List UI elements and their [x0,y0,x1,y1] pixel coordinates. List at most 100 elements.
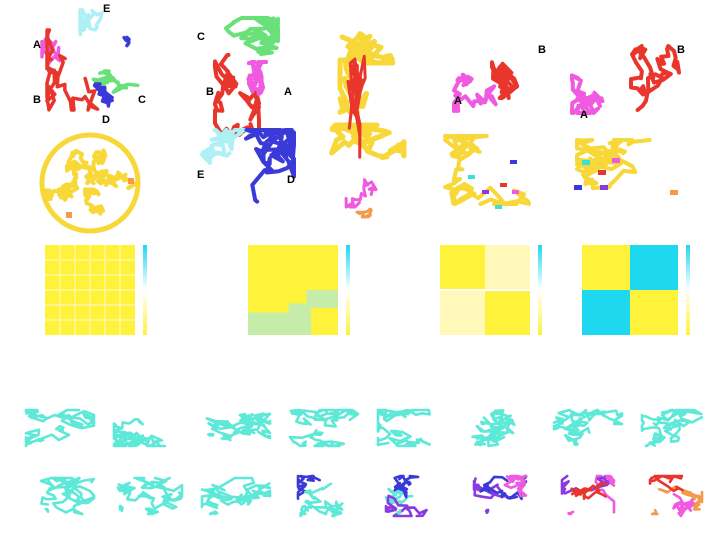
frame-tail [208,510,219,516]
frame-trace [660,408,704,443]
frame-tail [567,510,575,516]
heatmap-2 [248,245,350,335]
heatmap-block [630,245,678,290]
frame-trace [200,476,272,500]
frame-trace [672,493,695,518]
frame-tail [650,508,659,516]
chain-traces-4 [570,44,681,115]
frame-tail [37,437,45,443]
frame-trace [299,502,344,518]
domain-trace [443,134,531,206]
complex-panel-3: B A [452,44,546,113]
complex-panel-4-cartoon [574,138,678,195]
frame-trace [232,412,272,440]
residue-marker [582,160,590,165]
trajectory-frame [560,474,616,516]
residue-marker [670,190,678,195]
trajectory-frames [24,408,704,518]
correlation-heatmaps [45,245,690,335]
trajectory-frame [200,476,272,516]
column-bottom [329,122,407,160]
ring-subunit [64,148,96,173]
frame-trace [200,489,272,510]
terminus-marker [128,178,134,184]
frame-trace [580,408,624,426]
chain-label-d: D [102,114,110,126]
frame-tail [301,440,307,446]
frame-trace [648,474,684,493]
residue-marker [612,158,620,163]
heatmap-colorbar [143,245,147,335]
column-trace [329,31,407,219]
ring-core [72,165,105,186]
residue-marker [512,190,519,194]
residue-marker [574,185,582,190]
heatmap-colorbar [538,245,542,335]
heatmap-colorbar [346,245,350,335]
chain-e-trace [78,8,104,37]
trajectory-frame [648,474,704,518]
chain-traces-3 [452,60,520,113]
trajectory-frame [39,476,96,516]
trajectory-frame [116,476,184,516]
chain-label-c: C [138,94,146,106]
frame-trace [116,481,156,510]
chain-label-a: A [33,39,41,51]
frame-trace [384,494,428,518]
column-magenta [344,178,378,209]
frame-trace [640,413,666,448]
heatmap-4 [582,245,690,335]
frame-trace [314,408,360,428]
residue-marker [598,170,606,175]
domain-trace-3 [443,134,531,209]
chain-traces-2 [200,16,296,204]
frame-trace [55,408,96,428]
trajectory-frame [472,474,528,514]
trajectory-frame [471,409,516,448]
frame-trace [475,416,515,442]
residue-marker [495,205,502,209]
frame-tail [118,504,124,513]
chain-label-e: E [103,3,110,15]
chain-label-e: E [197,169,204,181]
frame-trace [288,428,345,448]
chain-label-b: B [538,44,546,56]
chain-label-c: C [197,31,205,43]
frame-trace [296,474,321,500]
complex-panel-1: A B C D E [33,3,146,126]
heatmap-1 [45,245,147,335]
frame-tail [305,504,313,512]
chain-c-trace [224,16,280,56]
frame-trace [133,476,178,516]
chain-label-b: B [206,86,214,98]
complex-panel-1-cartoon [39,132,141,234]
domain-b-trace [629,44,681,112]
frame-trace [205,412,266,436]
complex-panel-2-cartoon [329,31,407,219]
frame-tail [484,508,490,514]
frame-trace [388,429,431,448]
ring-outline [39,132,141,234]
trajectory-frame [376,408,431,448]
frame-trace [24,408,96,430]
frame-trace [304,482,339,515]
frame-tail [475,437,485,447]
frame-trace [39,476,81,506]
chain-label-a: A [454,95,462,107]
domain-b-trace [490,60,520,100]
trajectory-frame [384,474,428,518]
heatmap-3 [440,245,542,335]
chain-b-trace [45,28,100,112]
frame-trace [489,409,516,429]
frame-trace [593,474,616,514]
trajectory-frame [552,408,624,447]
frame-tail [118,435,123,445]
chain-d-trace [92,82,114,108]
frame-trace [384,487,414,505]
frame-trace [376,408,398,447]
complex-panel-3-cartoon [443,134,531,209]
trajectory-frame [112,417,167,448]
chain-e-trace [200,128,247,165]
chain-label-a: A [580,109,588,121]
